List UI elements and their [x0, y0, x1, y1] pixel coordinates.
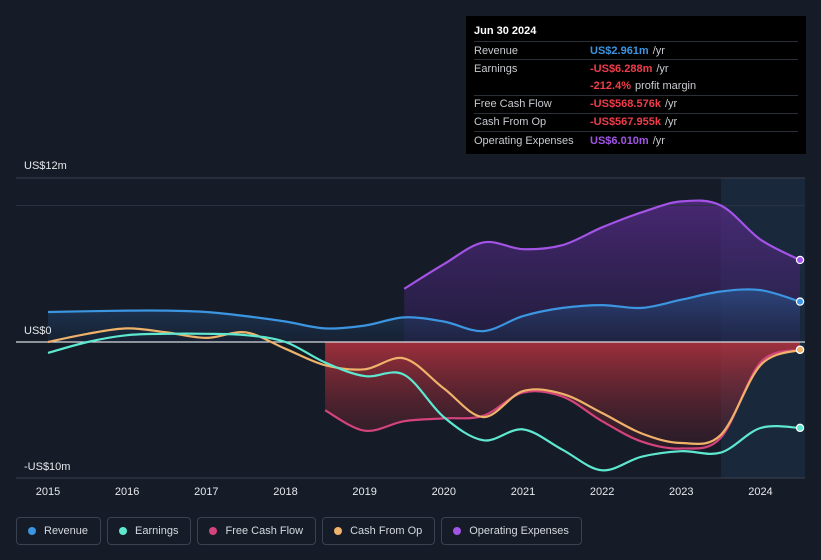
- legend-dot-icon: [119, 527, 128, 535]
- x-axis-label: 2015: [36, 486, 60, 498]
- legend-dot-icon: [334, 527, 343, 535]
- y-axis-label: -US$10m: [24, 461, 70, 473]
- revenue-area: [48, 289, 800, 342]
- x-axis-label: 2023: [669, 486, 693, 498]
- legend-label: Free Cash Flow: [225, 525, 304, 537]
- cash-from-op-end-point: [795, 345, 805, 354]
- tooltip-label: Free Cash Flow: [474, 98, 552, 111]
- x-axis-label: 2016: [115, 486, 139, 498]
- earnings-line: [47, 332, 801, 472]
- legend-label: Cash From Op: [350, 525, 423, 537]
- x-axis-label: 2018: [273, 486, 297, 498]
- tooltip-row-cash-from-op: Cash From Op -US$567.955k /yr: [474, 112, 798, 131]
- x-axis-label: 2021: [511, 486, 535, 498]
- legend-dot-icon: [453, 527, 462, 535]
- x-axis-label: 2019: [352, 486, 376, 498]
- tooltip-row-free-cash-flow: Free Cash Flow -US$568.576k /yr: [474, 94, 798, 113]
- tooltip-value: US$2.961m: [590, 44, 649, 57]
- tooltip-label: Cash From Op: [474, 116, 547, 129]
- operating-expenses-end-point: [795, 255, 805, 265]
- tooltip-unit: /yr: [656, 62, 669, 75]
- tooltip-label: Operating Expenses: [474, 134, 574, 147]
- legend-dot-icon: [209, 527, 218, 535]
- tooltip-unit: /yr: [664, 116, 678, 129]
- x-axis-label: 2022: [590, 486, 614, 498]
- tooltip-value: -212.4%: [590, 79, 631, 92]
- x-axis-label: 2024: [748, 486, 772, 498]
- tooltip-unit: /yr: [664, 98, 678, 111]
- tooltip-label: Revenue: [474, 44, 519, 57]
- x-axis-label: 2017: [194, 486, 218, 498]
- legend-item-revenue[interactable]: Revenue: [16, 517, 102, 545]
- legend-item-free-cash-flow[interactable]: Free Cash Flow: [197, 517, 317, 545]
- tooltip-value: US$6.010m: [590, 134, 649, 147]
- tooltip-row-operating-expenses: Operating Expenses US$6.010m /yr: [474, 130, 798, 149]
- tooltip-label: Earnings: [474, 62, 518, 75]
- tooltip-value: -US$568.576k: [590, 98, 661, 111]
- legend-label: Operating Expenses: [469, 525, 569, 537]
- y-axis-label: US$12m: [24, 160, 67, 172]
- free-cash-flow-area: [325, 342, 800, 449]
- x-axis-label: 2020: [432, 486, 456, 498]
- legend-label: Earnings: [135, 525, 179, 537]
- tooltip-value: -US$6.288m: [590, 62, 653, 75]
- legend-label: Revenue: [44, 525, 89, 537]
- tooltip-row-earnings: Earnings -US$6.288m /yr: [474, 59, 798, 77]
- tooltip-date: Jun 30 2024: [474, 25, 537, 37]
- legend-item-operating-expenses[interactable]: Operating Expenses: [441, 517, 582, 545]
- revenue-end-point: [795, 297, 805, 306]
- operating-expenses-line: [403, 199, 801, 290]
- free-cash-flow-line: [324, 348, 801, 450]
- legend-item-earnings[interactable]: Earnings: [107, 517, 192, 545]
- legend-item-cash-from-op[interactable]: Cash From Op: [322, 517, 436, 545]
- tooltip-row-profit-margin: -212.4% profit margin: [474, 77, 798, 94]
- tooltip-value: -US$567.955k: [590, 116, 661, 129]
- tooltip-unit: profit margin: [634, 79, 697, 92]
- earnings-end-point: [795, 423, 805, 433]
- legend: Revenue Earnings Free Cash Flow Cash Fro…: [16, 517, 588, 545]
- tooltip-unit: /yr: [652, 134, 665, 147]
- revenue-line: [47, 288, 801, 333]
- line-chart: US$12m US$0 -US$10m 2015 2016 2017 2018 2019 202…: [16, 160, 805, 498]
- tooltip-panel: Jun 30 2024 Revenue US$2.961m /yr Earnin…: [466, 16, 806, 154]
- tooltip-row-revenue: Revenue US$2.961m /yr: [474, 41, 798, 59]
- tooltip-unit: /yr: [652, 44, 665, 57]
- legend-dot-icon: [28, 527, 36, 535]
- y-axis-label: US$0: [24, 325, 52, 337]
